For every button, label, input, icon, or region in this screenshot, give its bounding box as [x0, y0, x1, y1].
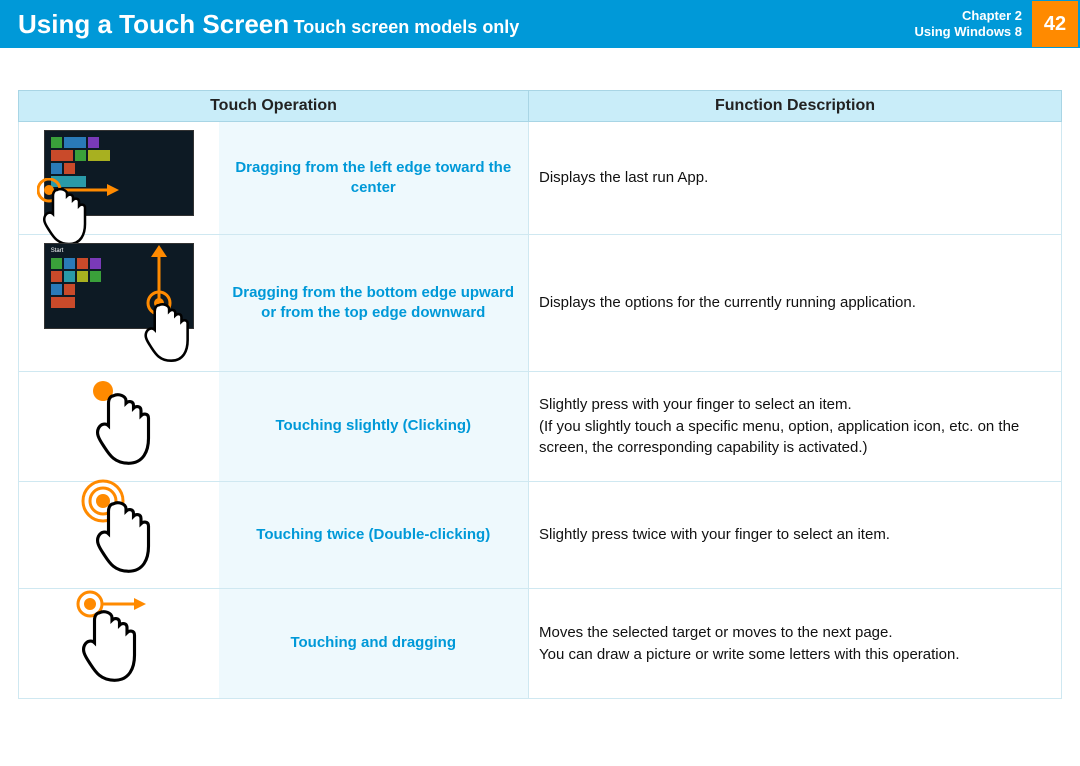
col-header-operation: Touch Operation — [19, 91, 529, 122]
hand-icon — [72, 605, 142, 693]
hand-icon — [86, 496, 156, 584]
gesture-illustration — [19, 589, 219, 699]
gesture-label-cell: Touching and dragging — [219, 589, 529, 699]
chapter-line-2: Using Windows 8 — [915, 24, 1023, 40]
title-sub: Touch screen models only — [294, 17, 520, 37]
gesture-label-cell: Dragging from the bottom edge upward or … — [219, 235, 529, 372]
touch-operations-table: Touch Operation Function Description — [18, 90, 1062, 699]
gesture-description: Slightly press with your finger to selec… — [539, 394, 1051, 459]
gesture-description: Displays the last run App. — [539, 167, 1051, 189]
gesture-description-cell: Moves the selected target or moves to th… — [529, 589, 1062, 699]
table-row: Touching slightly (Clicking) Slightly pr… — [19, 372, 1062, 482]
page-title: Using a Touch Screen Touch screen models… — [18, 9, 519, 40]
hand-icon — [135, 299, 195, 371]
page-header: Using a Touch Screen Touch screen models… — [0, 0, 1080, 48]
gesture-label: Dragging from the left edge toward the c… — [229, 158, 519, 199]
content-table-wrap: Touch Operation Function Description — [0, 48, 1080, 699]
gesture-description-cell: Slightly press twice with your finger to… — [529, 482, 1062, 589]
gesture-label-cell: Touching slightly (Clicking) — [219, 372, 529, 482]
gesture-description-cell: Displays the last run App. — [529, 122, 1062, 235]
gesture-label: Touching and dragging — [229, 633, 519, 653]
gesture-description: Displays the options for the currently r… — [539, 292, 1051, 314]
table-row: Touching twice (Double-clicking) Slightl… — [19, 482, 1062, 589]
gesture-label: Touching twice (Double-clicking) — [229, 525, 519, 545]
hand-icon — [86, 388, 156, 476]
table-row: Touching and dragging Moves the selected… — [19, 589, 1062, 699]
gesture-description-cell: Slightly press with your finger to selec… — [529, 372, 1062, 482]
gesture-label: Touching slightly (Clicking) — [229, 416, 519, 436]
gesture-illustration — [19, 122, 219, 235]
chapter-info: Chapter 2 Using Windows 8 — [915, 8, 1023, 41]
gesture-description-cell: Displays the options for the currently r… — [529, 235, 1062, 372]
gesture-label: Dragging from the bottom edge upward or … — [229, 283, 519, 324]
gesture-illustration — [19, 482, 219, 589]
table-header-row: Touch Operation Function Description — [19, 91, 1062, 122]
gesture-illustration — [19, 372, 219, 482]
gesture-description: Slightly press twice with your finger to… — [539, 524, 1051, 546]
title-main: Using a Touch Screen — [18, 9, 289, 39]
gesture-label-cell: Dragging from the left edge toward the c… — [219, 122, 529, 235]
gesture-description: Moves the selected target or moves to th… — [539, 622, 1051, 666]
col-header-description: Function Description — [529, 91, 1062, 122]
gesture-label-cell: Touching twice (Double-clicking) — [219, 482, 529, 589]
page-number-badge: 42 — [1032, 1, 1078, 47]
header-right: Chapter 2 Using Windows 8 42 — [915, 1, 1080, 47]
table-row: Dragging from the left edge toward the c… — [19, 122, 1062, 235]
gesture-illustration: Start — [19, 235, 219, 372]
chapter-line-1: Chapter 2 — [915, 8, 1023, 24]
table-row: Start — [19, 235, 1062, 372]
